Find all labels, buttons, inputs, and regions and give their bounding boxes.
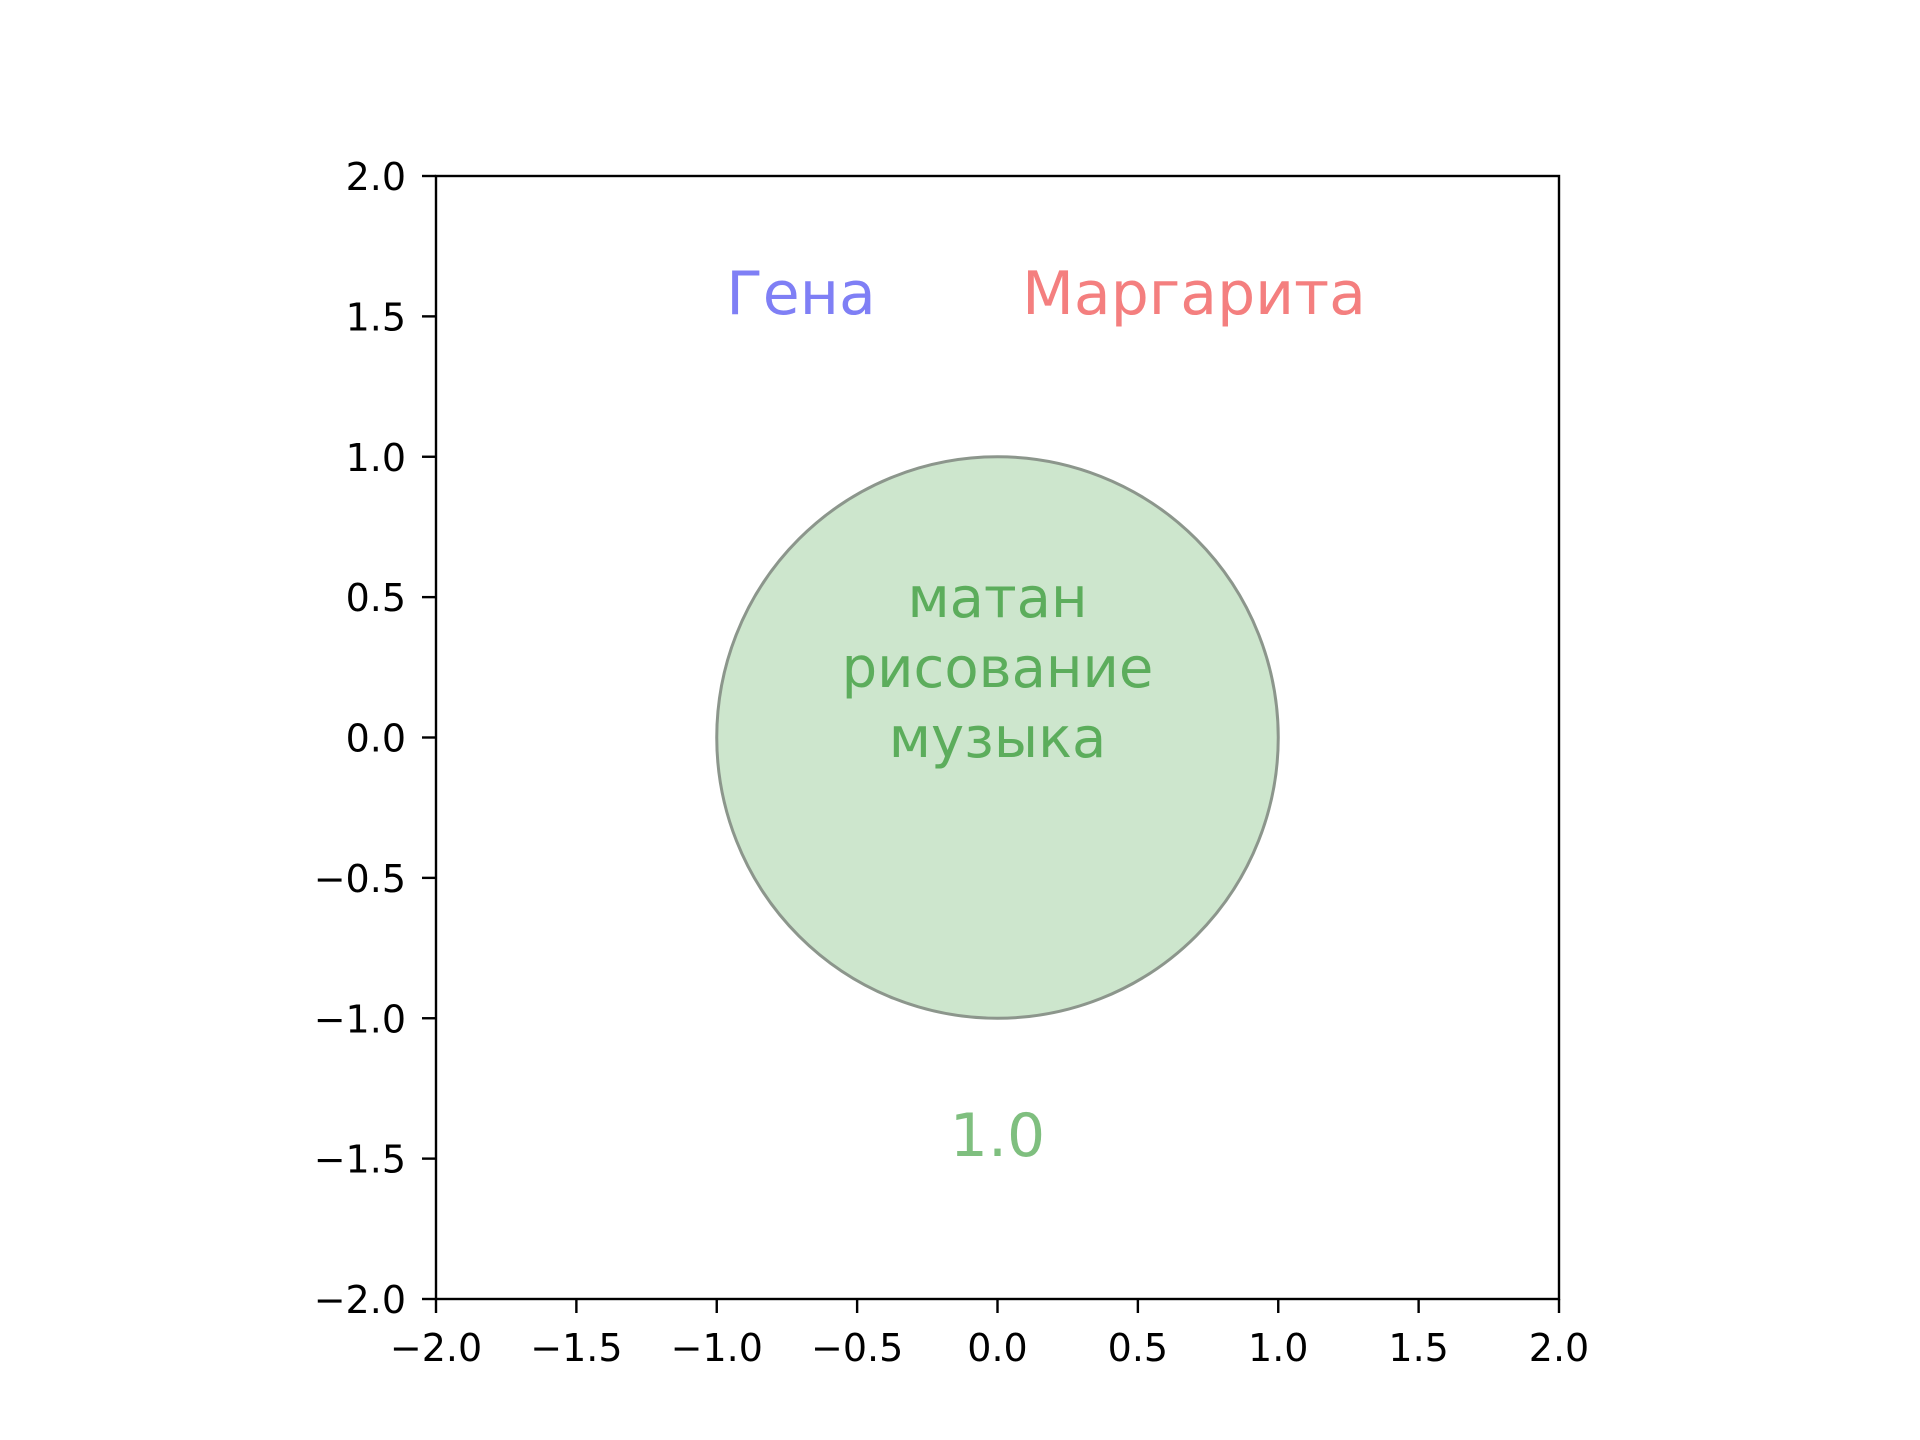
set-label: Маргарита [1022,259,1366,329]
venn-circle [715,455,1280,1020]
y-tick-label: 2.0 [346,155,406,199]
region-item: матан [907,566,1087,631]
region-item: рисование [842,636,1154,701]
x-tick-label: −1.0 [671,1326,763,1370]
y-tick-label: 1.5 [346,295,406,339]
region-item: музыка [889,706,1107,771]
x-tick-label: −1.5 [530,1326,622,1370]
x-tick-label: −2.0 [390,1326,482,1370]
x-tick-label: 1.0 [1248,1326,1308,1370]
region-value-label: 1.0 [950,1101,1045,1171]
y-tick-label: −1.5 [314,1138,406,1182]
x-tick-label: 2.0 [1529,1326,1589,1370]
x-tick-label: 1.5 [1388,1326,1448,1370]
set-label: Гена [726,259,876,329]
plot-area: −2.0 −1.5 −1.0 −0.5 0.0 0.5 1.0 1.5 2.0 2.0 1.5 1.0… [314,155,1590,1370]
x-tick-label: −0.5 [811,1326,903,1370]
y-tick-label: 0.5 [346,576,406,620]
x-tick-label: 0.0 [967,1326,1027,1370]
y-tick-label: 1.0 [346,436,406,480]
y-tick-label: −2.0 [314,1278,406,1322]
y-tick-label: 0.0 [346,717,406,761]
y-tick-label: −0.5 [314,857,406,901]
y-tick-label: −1.0 [314,997,406,1041]
x-tick-label: 0.5 [1108,1326,1168,1370]
